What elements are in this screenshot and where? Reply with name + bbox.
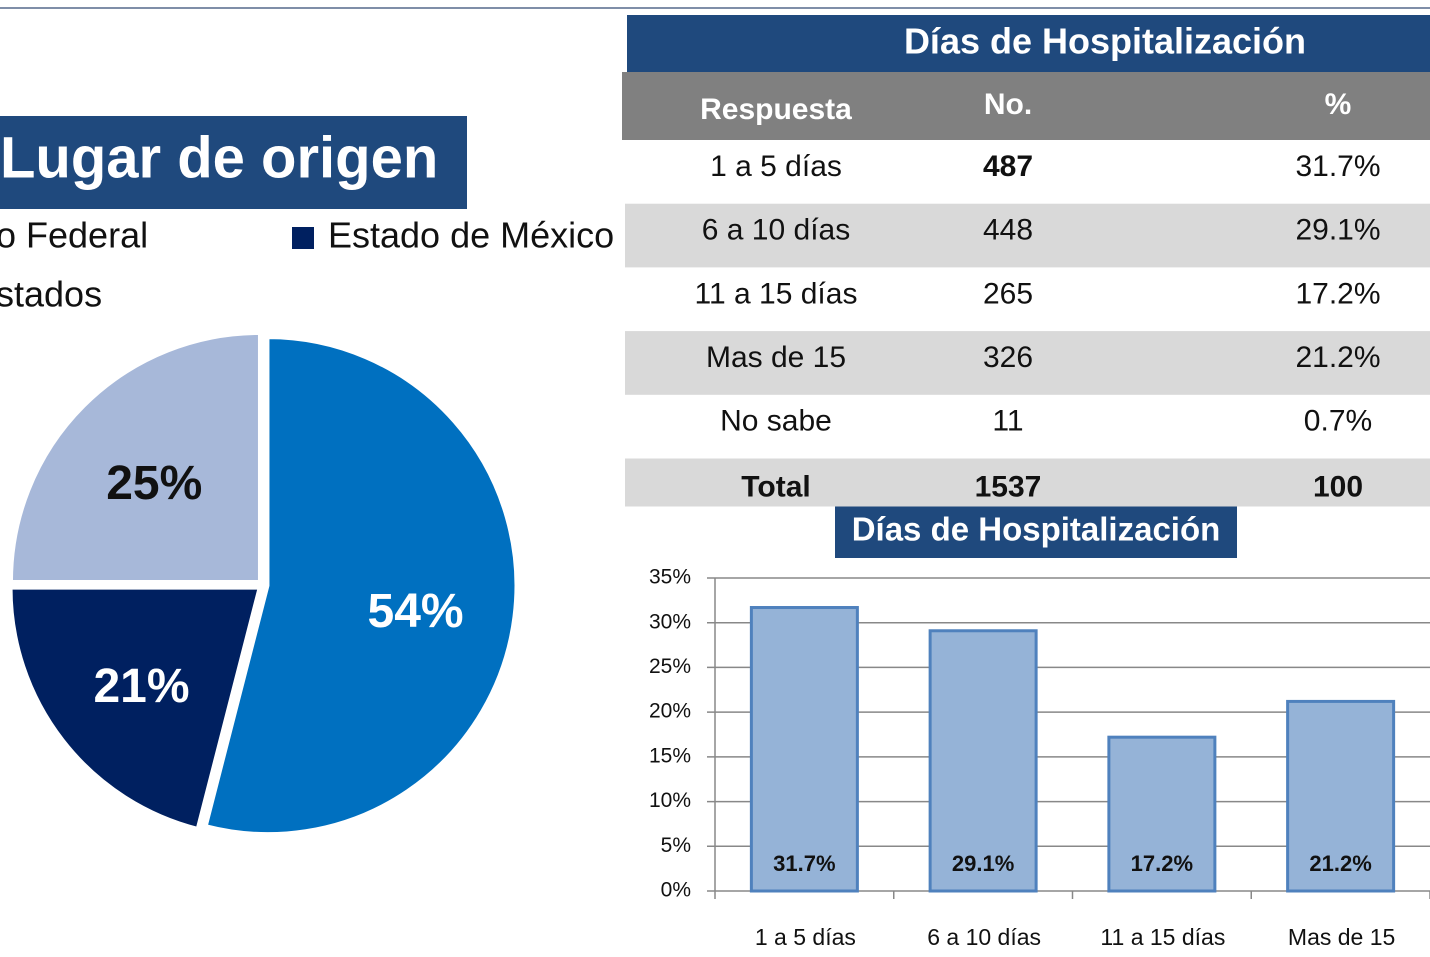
- table-title: Días de Hospitalización: [904, 21, 1306, 62]
- table-cell: 0.7%: [1304, 405, 1372, 438]
- table-header: [622, 72, 1430, 140]
- table-cell: 11 a 15 días: [695, 277, 858, 310]
- bar: [928, 629, 1038, 893]
- y-tick-label: 35%: [649, 566, 691, 589]
- pie-label: 25%: [106, 457, 202, 510]
- table-cell: 265: [983, 277, 1033, 310]
- legend-label: o Federal: [0, 215, 148, 256]
- table-row-bg: [625, 331, 1430, 395]
- bar-title-box: [835, 505, 1237, 558]
- bar-value-label: 29.1%: [952, 851, 1014, 876]
- table-cell: 29.1%: [1295, 214, 1380, 247]
- y-tick-label: 5%: [661, 834, 691, 857]
- x-tick-label: 1 a 5 días: [755, 924, 856, 950]
- y-tick-label: 15%: [649, 744, 691, 767]
- legend-label: stados: [0, 274, 102, 315]
- table-cell: 100: [1313, 470, 1363, 503]
- table-header-cell: %: [1325, 88, 1352, 121]
- table-cell: 448: [983, 214, 1033, 247]
- table-cell: 17.2%: [1295, 277, 1380, 310]
- table-cell: 1 a 5 días: [710, 150, 842, 183]
- y-tick-label: 30%: [649, 610, 691, 633]
- bar: [1107, 735, 1217, 893]
- x-tick-label: 11 a 15 días: [1100, 924, 1225, 950]
- bar-value-label: 17.2%: [1131, 851, 1193, 876]
- table-cell: 487: [983, 150, 1033, 183]
- x-tick-label: Mas de 15: [1288, 924, 1395, 950]
- pie-slice: [9, 331, 261, 583]
- pie-label: 21%: [93, 660, 189, 713]
- pie-label: 54%: [368, 585, 464, 638]
- x-tick-label: 6 a 10 días: [927, 924, 1041, 950]
- y-tick-label: 10%: [649, 789, 691, 812]
- table-header-cell: Respuesta: [700, 93, 852, 126]
- pie-slice: [204, 336, 518, 836]
- y-tick-label: 25%: [649, 655, 691, 678]
- table-cell: 1537: [975, 470, 1042, 503]
- table-cell: 31.7%: [1295, 150, 1380, 183]
- y-tick-label: 20%: [649, 700, 691, 723]
- bar-value-label: 21.2%: [1309, 851, 1371, 876]
- table-row-bg: [625, 458, 1430, 507]
- table-cell: 326: [983, 341, 1033, 374]
- y-tick-label: 0%: [661, 879, 691, 902]
- pie-slice: [9, 586, 261, 831]
- table-cell: Total: [741, 470, 810, 503]
- bar-title: Días de Hospitalización: [852, 511, 1221, 548]
- table-cell: Mas de 15: [706, 341, 846, 374]
- bar: [749, 606, 859, 893]
- legend-label: Estado de México: [328, 215, 614, 256]
- table-title-box: [627, 15, 1430, 72]
- bar-value-label: 31.7%: [773, 851, 835, 876]
- legend-swatch: [292, 227, 314, 249]
- bar: [1286, 699, 1396, 893]
- pie-title: Lugar de origen: [0, 125, 438, 190]
- table-header-cell: No.: [984, 88, 1032, 121]
- table-cell: 11: [992, 405, 1023, 438]
- table-cell: No sabe: [720, 405, 832, 438]
- table-cell: 6 a 10 días: [702, 214, 850, 247]
- pie-title-box: [0, 116, 467, 209]
- table-cell: 21.2%: [1295, 341, 1380, 374]
- table-row-bg: [625, 203, 1430, 268]
